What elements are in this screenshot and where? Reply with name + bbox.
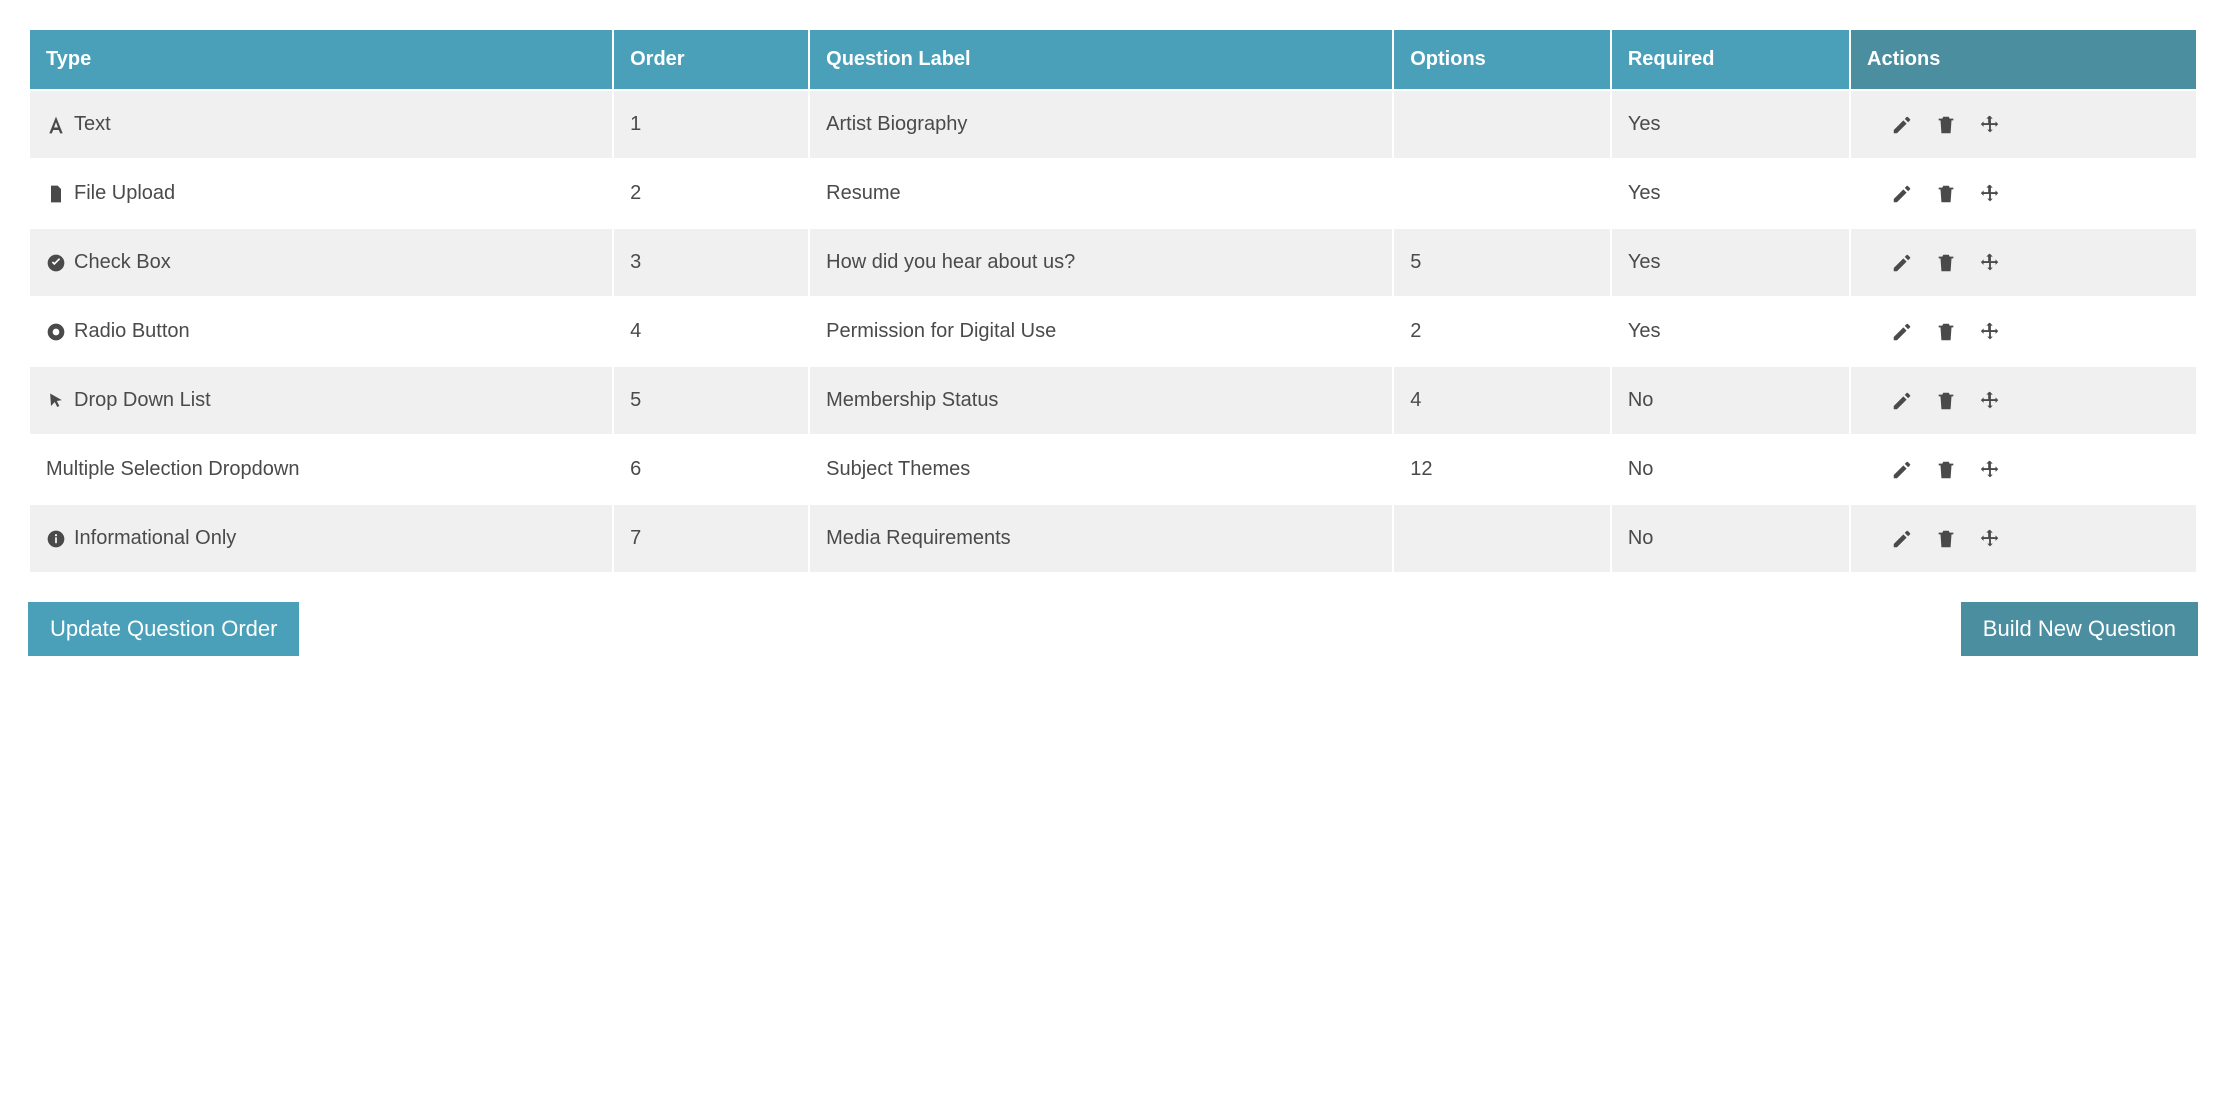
options-cell [1394, 160, 1610, 227]
label-cell: Subject Themes [810, 436, 1392, 503]
label-cell: Media Requirements [810, 505, 1392, 572]
move-icon[interactable] [1979, 252, 2001, 274]
col-header-order: Order [614, 30, 808, 89]
trash-icon[interactable] [1935, 183, 1957, 205]
update-order-button[interactable]: Update Question Order [28, 602, 299, 656]
actions-cell [1867, 459, 2180, 481]
pencil-icon[interactable] [1891, 390, 1913, 412]
actions-cell [1867, 528, 2180, 550]
move-icon[interactable] [1979, 183, 2001, 205]
type-label: Text [74, 113, 111, 136]
move-icon[interactable] [1979, 321, 2001, 343]
options-cell: 12 [1394, 436, 1610, 503]
move-icon[interactable] [1979, 390, 2001, 412]
actions-cell [1867, 183, 2180, 205]
dot-circle-icon [46, 322, 66, 342]
table-row: Check Box 3How did you hear about us?5Yes [30, 229, 2196, 296]
pencil-icon[interactable] [1891, 252, 1913, 274]
required-cell: Yes [1612, 91, 1849, 158]
move-icon[interactable] [1979, 459, 2001, 481]
required-cell: No [1612, 436, 1849, 503]
label-cell: Resume [810, 160, 1392, 227]
label-cell: How did you hear about us? [810, 229, 1392, 296]
pencil-icon[interactable] [1891, 459, 1913, 481]
pencil-icon[interactable] [1891, 321, 1913, 343]
font-icon [46, 115, 66, 135]
table-row: Informational Only 7Media Requirements No [30, 505, 2196, 572]
required-cell: No [1612, 505, 1849, 572]
button-row: Update Question Order Build New Question [28, 602, 2198, 656]
type-label: Drop Down List [74, 389, 211, 412]
options-cell [1394, 505, 1610, 572]
type-cell: Text [46, 113, 596, 136]
options-cell: 5 [1394, 229, 1610, 296]
order-cell: 4 [614, 298, 808, 365]
options-cell: 2 [1394, 298, 1610, 365]
build-question-button[interactable]: Build New Question [1961, 602, 2198, 656]
order-cell: 7 [614, 505, 808, 572]
trash-icon[interactable] [1935, 321, 1957, 343]
required-cell: Yes [1612, 160, 1849, 227]
order-cell: 5 [614, 367, 808, 434]
questions-table: Type Order Question Label Options Requir… [28, 28, 2198, 574]
table-row: Drop Down List 5Membership Status4No [30, 367, 2196, 434]
options-cell [1394, 91, 1610, 158]
label-cell: Permission for Digital Use [810, 298, 1392, 365]
order-cell: 3 [614, 229, 808, 296]
type-cell: File Upload [46, 182, 596, 205]
col-header-label: Question Label [810, 30, 1392, 89]
type-cell: Multiple Selection Dropdown [46, 458, 596, 481]
table-header-row: Type Order Question Label Options Requir… [30, 30, 2196, 89]
order-cell: 6 [614, 436, 808, 503]
required-cell: Yes [1612, 229, 1849, 296]
trash-icon[interactable] [1935, 114, 1957, 136]
actions-cell [1867, 390, 2180, 412]
required-cell: No [1612, 367, 1849, 434]
type-label: Multiple Selection Dropdown [46, 458, 299, 481]
table-row: Multiple Selection Dropdown 6Subject Them… [30, 436, 2196, 503]
trash-icon[interactable] [1935, 252, 1957, 274]
type-label: Informational Only [74, 527, 236, 550]
file-icon [46, 184, 66, 204]
trash-icon[interactable] [1935, 459, 1957, 481]
type-label: File Upload [74, 182, 175, 205]
col-header-options: Options [1394, 30, 1610, 89]
pencil-icon[interactable] [1891, 528, 1913, 550]
col-header-type: Type [30, 30, 612, 89]
actions-cell [1867, 114, 2180, 136]
type-cell: Informational Only [46, 527, 596, 550]
actions-cell [1867, 252, 2180, 274]
type-label: Radio Button [74, 320, 190, 343]
table-row: Text 1Artist Biography Yes [30, 91, 2196, 158]
info-circle-icon [46, 529, 66, 549]
col-header-actions: Actions [1851, 30, 2196, 89]
cursor-icon [46, 391, 66, 411]
move-icon[interactable] [1979, 114, 2001, 136]
type-cell: Radio Button [46, 320, 596, 343]
move-icon[interactable] [1979, 528, 2001, 550]
label-cell: Membership Status [810, 367, 1392, 434]
type-cell: Check Box [46, 251, 596, 274]
order-cell: 1 [614, 91, 808, 158]
options-cell: 4 [1394, 367, 1610, 434]
type-cell: Drop Down List [46, 389, 596, 412]
table-row: Radio Button 4Permission for Digital Use2… [30, 298, 2196, 365]
required-cell: Yes [1612, 298, 1849, 365]
table-row: File Upload 2Resume Yes [30, 160, 2196, 227]
check-circle-icon [46, 253, 66, 273]
col-header-required: Required [1612, 30, 1849, 89]
actions-cell [1867, 321, 2180, 343]
pencil-icon[interactable] [1891, 183, 1913, 205]
order-cell: 2 [614, 160, 808, 227]
type-label: Check Box [74, 251, 171, 274]
trash-icon[interactable] [1935, 528, 1957, 550]
label-cell: Artist Biography [810, 91, 1392, 158]
pencil-icon[interactable] [1891, 114, 1913, 136]
trash-icon[interactable] [1935, 390, 1957, 412]
